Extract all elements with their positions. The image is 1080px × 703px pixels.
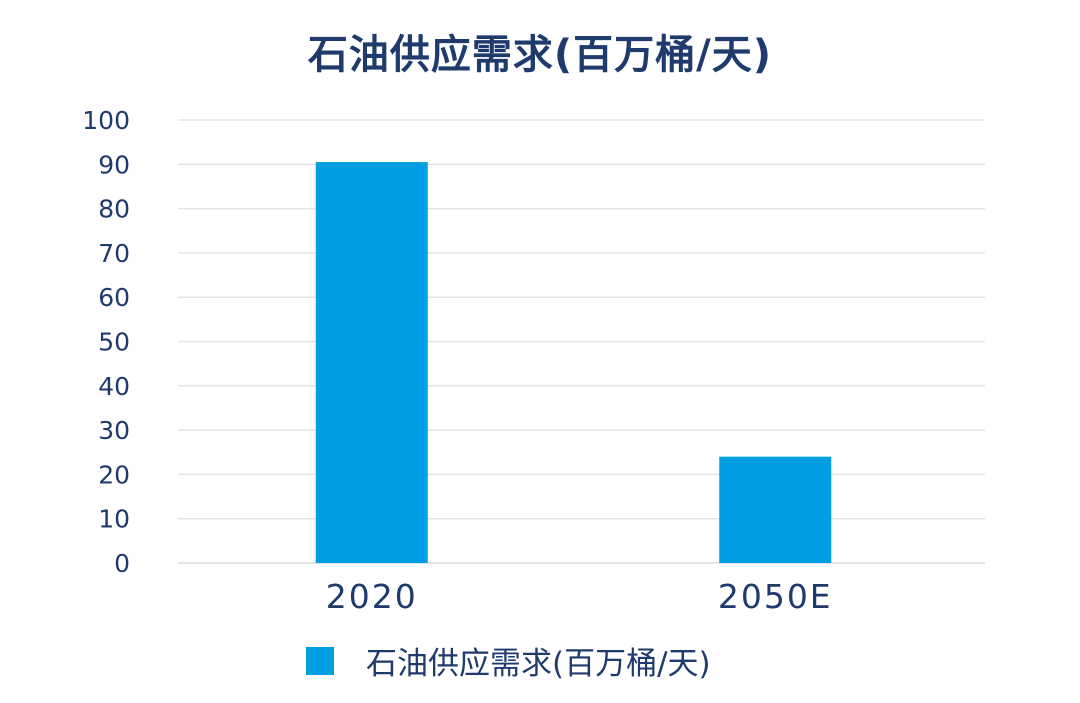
y-tick-label: 10	[98, 505, 130, 534]
legend: 石油供应需求(百万桶/天)	[306, 646, 711, 682]
bars	[315, 162, 832, 563]
y-tick-label: 40	[98, 372, 130, 401]
x-category-label: 2050E	[718, 577, 833, 616]
chart-title: 石油供应需求(百万桶/天)	[307, 32, 773, 78]
y-tick-label: 60	[98, 283, 130, 312]
y-tick-label: 100	[82, 106, 130, 135]
bar-2050E	[719, 456, 832, 563]
y-tick-label: 80	[98, 195, 130, 224]
y-tick-label: 0	[114, 549, 130, 578]
legend-swatch	[306, 647, 334, 675]
y-tick-label: 20	[98, 460, 130, 489]
y-tick-label: 50	[98, 328, 130, 357]
grid-lines	[178, 119, 985, 564]
x-category-label: 2020	[326, 577, 418, 616]
y-tick-label: 70	[98, 239, 130, 268]
bar-2020	[315, 162, 428, 563]
legend-label: 石油供应需求(百万桶/天)	[366, 646, 711, 682]
x-axis-categories: 2020 2050E	[326, 577, 833, 616]
y-tick-label: 90	[98, 150, 130, 179]
y-axis-ticks: 0 10 20 30 40 50 60 70 80 90 100	[82, 106, 130, 578]
y-tick-label: 30	[98, 416, 130, 445]
